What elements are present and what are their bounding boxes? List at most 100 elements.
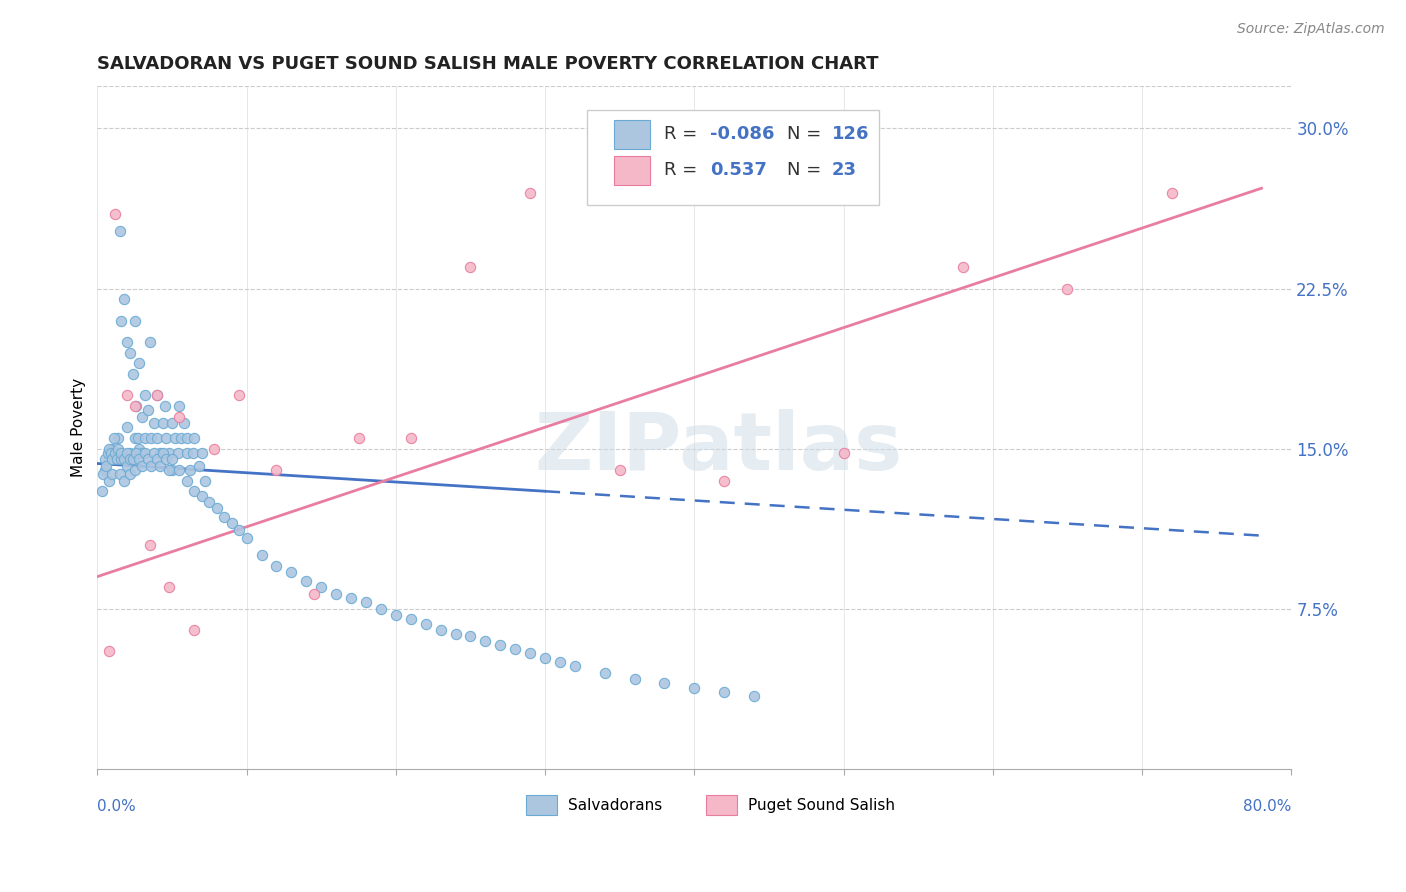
Point: [235, 531, 257, 545]
Point: [155, 431, 177, 445]
Point: [146, 388, 169, 402]
Point: [104, 446, 127, 460]
Point: [460, 629, 482, 643]
Point: [98, 474, 121, 488]
Text: N =: N =: [787, 125, 828, 143]
Point: [110, 452, 132, 467]
Point: [228, 523, 250, 537]
Point: [228, 388, 250, 402]
Point: [134, 388, 156, 402]
Point: [94, 463, 117, 477]
Point: [280, 566, 302, 580]
Point: [169, 463, 191, 477]
Point: [139, 458, 162, 473]
Point: [444, 627, 467, 641]
Point: [101, 467, 124, 482]
Point: [623, 672, 645, 686]
Text: 0.0%: 0.0%: [97, 799, 136, 814]
Point: [179, 463, 201, 477]
Point: [170, 431, 193, 445]
Point: [122, 452, 145, 467]
Point: [108, 224, 131, 238]
Point: [120, 452, 142, 467]
Text: N =: N =: [787, 161, 828, 178]
Point: [160, 452, 183, 467]
Point: [103, 431, 125, 445]
Point: [952, 260, 974, 275]
Point: [138, 538, 160, 552]
Point: [134, 431, 156, 445]
Point: [110, 446, 132, 460]
Point: [609, 463, 631, 477]
Point: [354, 595, 377, 609]
Point: [181, 446, 204, 460]
Point: [138, 334, 160, 349]
Point: [519, 186, 541, 200]
Point: [173, 416, 195, 430]
Point: [120, 446, 142, 460]
Point: [98, 644, 121, 658]
Point: [593, 665, 616, 680]
Point: [136, 452, 159, 467]
Point: [115, 458, 138, 473]
Point: [415, 616, 437, 631]
Point: [112, 452, 135, 467]
Point: [143, 416, 166, 430]
Point: [128, 356, 150, 370]
Point: [169, 399, 191, 413]
Point: [370, 601, 392, 615]
Point: [108, 467, 131, 482]
Point: [534, 650, 557, 665]
Point: [742, 689, 765, 703]
Point: [564, 659, 586, 673]
Point: [429, 623, 451, 637]
Point: [139, 431, 162, 445]
Point: [347, 431, 370, 445]
Point: [125, 399, 148, 413]
Point: [101, 442, 124, 456]
Point: [110, 313, 132, 327]
Point: [474, 633, 496, 648]
Text: ZIPatlas: ZIPatlas: [534, 409, 903, 487]
Point: [399, 612, 422, 626]
Point: [94, 452, 117, 467]
Point: [115, 334, 138, 349]
Point: [399, 431, 422, 445]
Point: [131, 458, 153, 473]
Text: 80.0%: 80.0%: [1243, 799, 1291, 814]
Point: [107, 431, 129, 445]
Point: [157, 463, 180, 477]
Point: [519, 647, 541, 661]
Point: [713, 474, 735, 488]
Point: [325, 587, 347, 601]
Point: [112, 292, 135, 306]
Point: [157, 446, 180, 460]
Point: [128, 452, 150, 467]
Point: [104, 207, 127, 221]
Point: [122, 367, 145, 381]
Point: [131, 446, 153, 460]
Point: [212, 509, 235, 524]
Point: [120, 345, 142, 359]
Point: [152, 446, 174, 460]
Point: [169, 409, 191, 424]
Point: [309, 580, 332, 594]
Point: [143, 446, 166, 460]
Point: [191, 446, 214, 460]
Point: [385, 607, 408, 622]
Y-axis label: Male Poverty: Male Poverty: [72, 377, 86, 477]
Text: -0.086: -0.086: [710, 125, 775, 143]
Point: [101, 452, 124, 467]
Point: [149, 458, 172, 473]
Point: [107, 442, 129, 456]
Point: [125, 446, 148, 460]
Point: [134, 446, 156, 460]
Point: [654, 676, 676, 690]
Point: [503, 642, 526, 657]
Point: [266, 463, 288, 477]
Point: [176, 431, 198, 445]
Text: 0.537: 0.537: [710, 161, 766, 178]
Point: [176, 446, 198, 460]
Point: [146, 388, 169, 402]
Point: [202, 442, 225, 456]
